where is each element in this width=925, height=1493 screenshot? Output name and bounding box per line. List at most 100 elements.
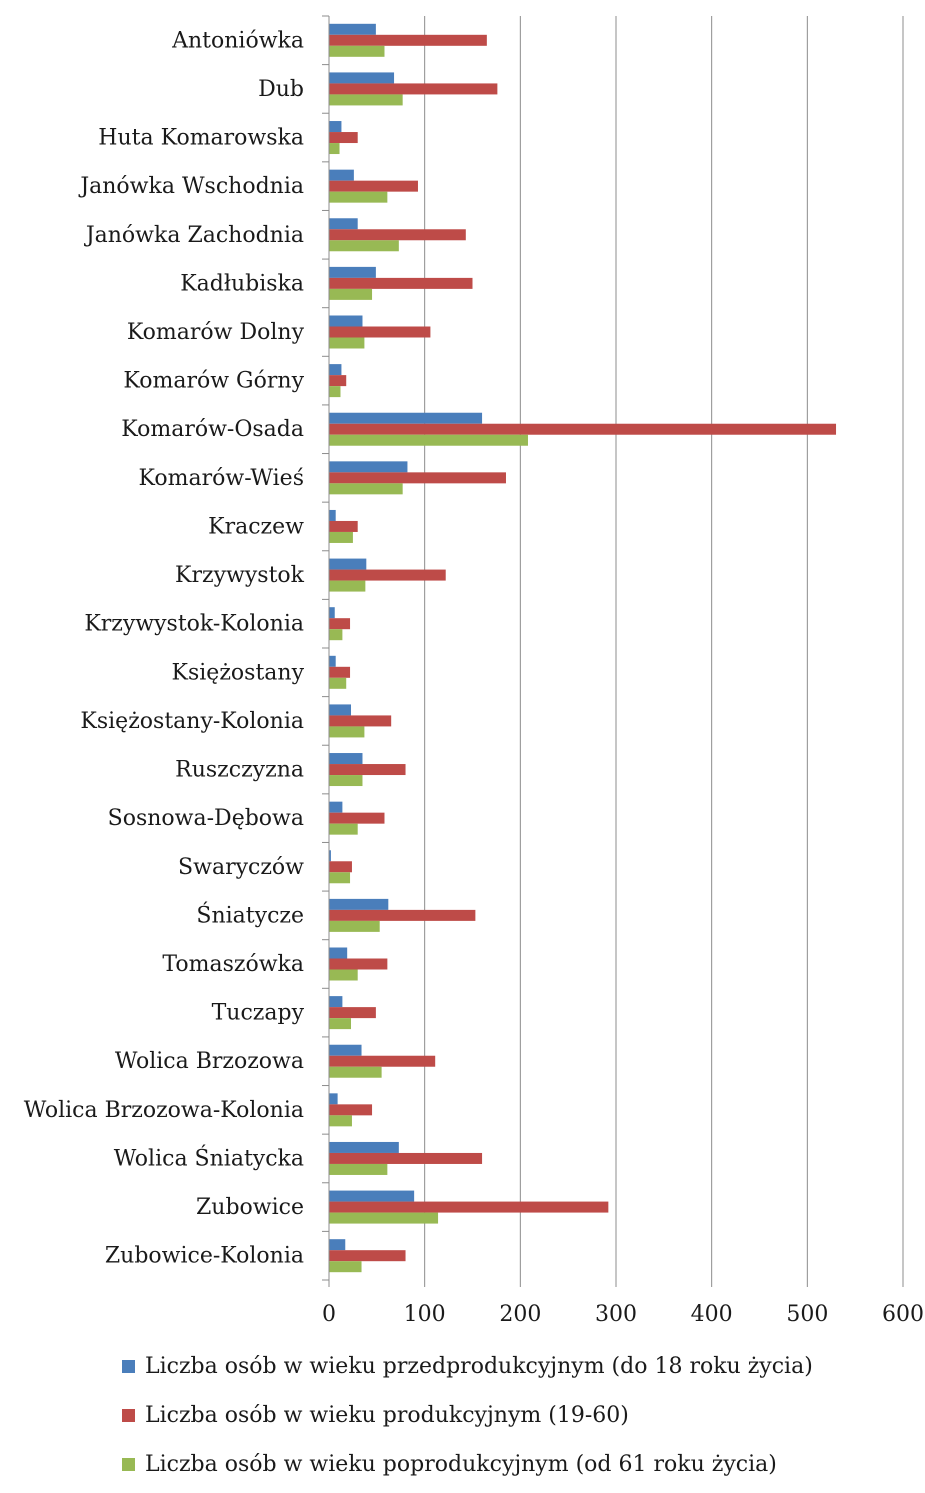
bar-series-0 [329,1141,399,1153]
bar-series-2 [329,872,351,884]
category-label: Krzywystok [175,563,305,588]
bar-series-1 [329,277,473,289]
legend-label-working: Liczba osób w wieku produkcyjnym (19-60) [145,1402,629,1428]
legend-item-working: Liczba osób w wieku produkcyjnym (19-60) [122,1395,813,1435]
tick-labels: 0 100 200 300 400 500 600 [322,1302,924,1327]
bar-series-1 [329,812,385,824]
bar-series-0 [329,169,354,181]
legend-label-post: Liczba osób w wieku poprodukcyjnym (od 6… [145,1451,777,1477]
bar-series-0 [329,558,367,570]
bar-series-1 [329,180,418,192]
bar-series-2 [329,726,365,738]
bar-series-2 [329,1018,352,1030]
bar-series-1 [329,1007,376,1019]
bar-series-0 [329,850,331,862]
bar-series-0 [329,607,335,619]
bar-series-2 [329,920,380,932]
gridlines [424,16,904,1280]
x-tick-label: 0 [322,1302,336,1327]
bar-series-2 [329,969,358,981]
bar-series-0 [329,72,395,84]
bar-series-2 [329,1115,352,1127]
category-label: Komarów-Osada [121,417,304,442]
bar-series-1 [329,229,466,241]
legend-swatch-pre [122,1359,135,1373]
category-label: Tuczapy [212,1001,305,1026]
category-label: Krzywystok-Kolonia [84,612,304,637]
bar-series-0 [329,1044,362,1056]
bar-series-0 [329,898,389,910]
bar-series-1 [329,1250,406,1262]
bar-series-2 [329,45,385,57]
x-tick-label: 100 [404,1302,446,1327]
bar-series-2 [329,1212,439,1224]
bar-series-2 [329,531,353,543]
bar-series-1 [329,1201,609,1213]
legend-item-post: Liczba osób w wieku poprodukcyjnym (od 6… [122,1444,813,1484]
bar-series-2 [329,677,347,689]
legend: Liczba osób w wieku przedprodukcyjnym (d… [122,1346,813,1493]
category-label: Wolica Śniatycka [114,1144,304,1171]
bar-series-1 [329,1055,436,1067]
bar-series-1 [329,34,487,46]
bar-series-1 [329,423,837,435]
bar-series-2 [329,1261,362,1273]
bar-series-1 [329,520,358,532]
bars [329,23,837,1273]
x-tick-label: 600 [882,1302,924,1327]
bar-series-0 [329,704,352,716]
bar-series-2 [329,337,365,349]
bar-series-2 [329,1066,382,1078]
bar-series-1 [329,326,431,338]
bar-series-2 [329,1163,388,1175]
category-label: Kraczew [208,514,304,539]
bar-series-2 [329,580,366,592]
bar-series-1 [329,764,406,776]
bar-series-1 [329,569,446,581]
category-label: Kadłubiska [180,271,304,296]
category-label: Komarów Dolny [127,320,305,345]
axis [322,15,904,1287]
category-label: Janówka Zachodnia [84,223,304,248]
bar-chart: Antoniówka Dub Huta Komarowska Janówka Wsch… [24,15,924,1327]
bar-series-0 [329,753,363,765]
bar-series-0 [329,315,363,327]
category-label: Huta Komarowska [98,126,304,151]
bar-series-0 [329,461,408,473]
category-label: Komarów Górny [123,369,304,394]
bar-series-0 [329,121,342,133]
bar-series-2 [329,629,343,641]
bar-series-1 [329,715,392,727]
x-tick-label: 300 [595,1302,637,1327]
category-label: Tomaszówka [162,952,304,977]
bar-series-1 [329,958,388,970]
category-label: Śniatycze [196,901,304,928]
bar-series-1 [329,83,498,95]
bar-series-2 [329,775,363,787]
bar-series-1 [329,1104,373,1116]
bar-series-1 [329,666,351,678]
category-label: Dub [258,77,304,102]
bar-series-1 [329,1152,483,1164]
bar-series-0 [329,23,376,35]
bar-series-1 [329,375,347,387]
bar-series-0 [329,266,376,278]
bar-series-2 [329,434,528,446]
category-labels: Antoniówka Dub Huta Komarowska Janówka Wsch… [24,28,305,1268]
bar-series-0 [329,364,342,376]
category-label: Wolica Brzozowa-Kolonia [24,1098,304,1123]
bar-series-1 [329,861,352,873]
category-label: Swaryczów [178,855,304,880]
category-label: Ruszczyzna [175,758,304,783]
category-label: Sosnowa-Dębowa [108,806,304,831]
bar-series-1 [329,472,506,484]
bar-series-0 [329,947,348,959]
category-label: Zubowice [196,1195,304,1220]
bar-series-0 [329,412,483,424]
bar-series-2 [329,191,388,203]
bar-series-0 [329,509,336,521]
bar-series-2 [329,483,403,495]
category-label: Komarów-Wieś [139,466,304,491]
category-label: Księżostany-Kolonia [80,709,304,734]
bar-series-0 [329,218,358,230]
